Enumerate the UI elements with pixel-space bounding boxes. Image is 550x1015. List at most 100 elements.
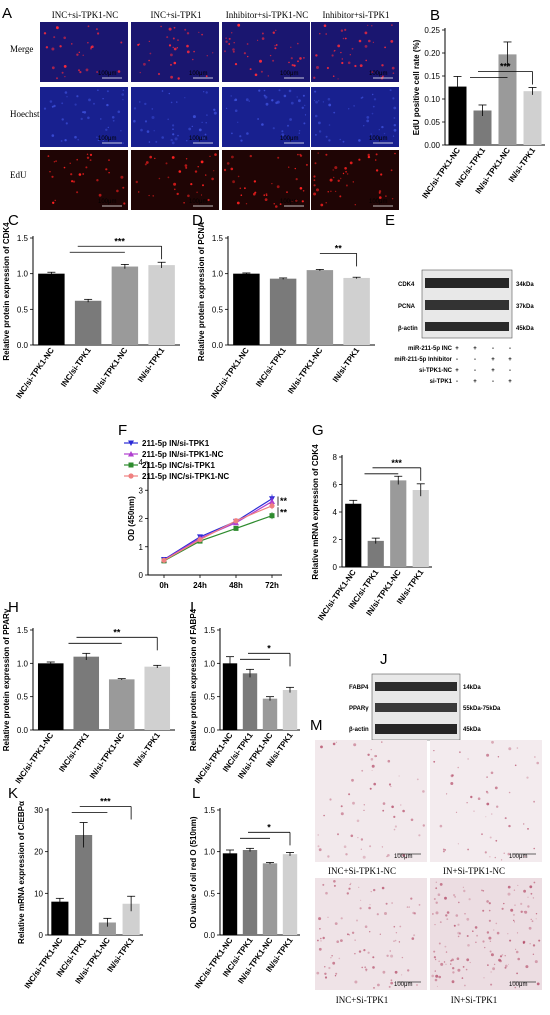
stain-dot <box>516 972 518 975</box>
stain-dot <box>433 750 435 752</box>
panel-letter-a: A <box>2 5 12 22</box>
cell-dot <box>49 100 53 103</box>
stain-dot <box>439 883 443 886</box>
cell-dot <box>313 76 316 80</box>
stain-dot <box>467 848 469 851</box>
cell-dot <box>323 24 327 28</box>
stain-dot <box>490 971 492 973</box>
cell-dot <box>198 31 200 34</box>
cell-dot <box>272 59 275 62</box>
cell-dot <box>176 192 179 196</box>
stain-dot <box>490 983 493 986</box>
stain-dot <box>488 936 492 940</box>
cell-dot <box>371 25 373 27</box>
cell-dot <box>271 99 274 102</box>
stain-dot <box>455 811 458 813</box>
panel-a-row-label: Hoechst <box>10 109 40 119</box>
micrograph-tile <box>315 740 427 862</box>
bar <box>108 679 135 730</box>
cell-dot <box>226 162 230 165</box>
cell-dot <box>63 36 66 40</box>
cell-dot <box>61 118 64 121</box>
bar <box>73 656 100 730</box>
stain-dot <box>400 804 402 806</box>
cell-dot <box>87 116 90 120</box>
cell-dot <box>173 26 176 29</box>
cell-dot <box>345 170 347 173</box>
cell-dot <box>254 191 257 194</box>
cell-dot <box>59 45 62 48</box>
cell-dot <box>314 90 317 93</box>
y-tick-label: 0.25 <box>424 26 440 35</box>
cell-dot <box>205 75 208 78</box>
panel-a-col-label: INC+si-TPK1-NC <box>52 10 119 20</box>
bar <box>233 273 260 345</box>
band-size: 45kDa <box>516 326 534 332</box>
cell-dot <box>277 156 280 159</box>
stain-dot <box>466 958 470 962</box>
scale-bar-label: 100μm <box>98 199 116 205</box>
cell-dot <box>372 41 374 43</box>
bar <box>148 265 175 345</box>
cell-dot <box>358 158 361 161</box>
condition-sign: + <box>455 346 459 352</box>
stain-dot <box>486 753 490 757</box>
cell-dot <box>105 168 108 171</box>
cell-dot <box>201 33 204 36</box>
cell-dot <box>52 201 55 204</box>
cell-dot <box>51 105 54 108</box>
y-tick-label: 3 <box>139 486 144 495</box>
stain-dot <box>370 891 372 893</box>
cell-dot <box>328 103 332 107</box>
cell-dot <box>381 64 384 67</box>
cell-dot <box>173 182 177 186</box>
stain-dot <box>446 911 450 914</box>
cell-dot <box>78 173 82 176</box>
chart-i: 0.0 0.5 1.0 1.5 Relative protein expression … <box>189 608 300 785</box>
panel-letter-c: C <box>8 212 19 229</box>
cell-dot <box>367 155 371 159</box>
stain-dot <box>351 778 354 782</box>
cell-dot <box>231 32 233 34</box>
bar <box>242 673 258 730</box>
cell-dot <box>239 135 242 138</box>
stain-dot <box>525 965 529 969</box>
x-tick-label: INC/si-TPK1-NC <box>14 346 56 400</box>
cell-dot <box>339 195 342 198</box>
panel-letter-m: M <box>310 717 323 734</box>
cell-dot <box>117 70 121 73</box>
cell-dot <box>172 124 175 127</box>
cell-dot <box>263 194 266 197</box>
cell-dot <box>358 139 361 142</box>
cell-dot <box>51 175 54 178</box>
x-tick-label: 72h <box>265 581 279 590</box>
stain-dot <box>496 931 500 935</box>
cell-dot <box>234 98 238 102</box>
cell-dot <box>100 118 102 120</box>
cell-dot <box>320 203 324 207</box>
stain-dot <box>508 824 511 828</box>
stain-dot <box>513 919 515 922</box>
band-label: CDK4 <box>398 282 415 288</box>
blot-band <box>375 703 457 712</box>
scale-bar-label: 100μm <box>369 136 387 142</box>
stain-dot <box>482 940 485 943</box>
band-label: β-actin <box>349 727 369 733</box>
stain-dot <box>509 939 512 942</box>
chart-g: 0 2 4 6 8 Relative mRNA expression of CDK4INC… <box>311 444 432 622</box>
cell-dot <box>328 139 331 142</box>
stain-dot <box>488 902 491 905</box>
cell-dot <box>378 190 382 193</box>
stain-dot <box>466 802 468 804</box>
cell-dot <box>334 190 337 193</box>
cell-dot <box>61 102 64 105</box>
stain-dot <box>354 939 356 941</box>
micrograph-tile <box>311 150 399 210</box>
cell-dot <box>366 116 370 119</box>
y-tick-label: 1.0 <box>204 848 216 857</box>
cell-dot <box>383 132 386 135</box>
stain-dot <box>489 950 492 953</box>
stain-dot <box>457 968 461 972</box>
condition-sign: + <box>491 357 495 363</box>
bar <box>269 278 297 345</box>
